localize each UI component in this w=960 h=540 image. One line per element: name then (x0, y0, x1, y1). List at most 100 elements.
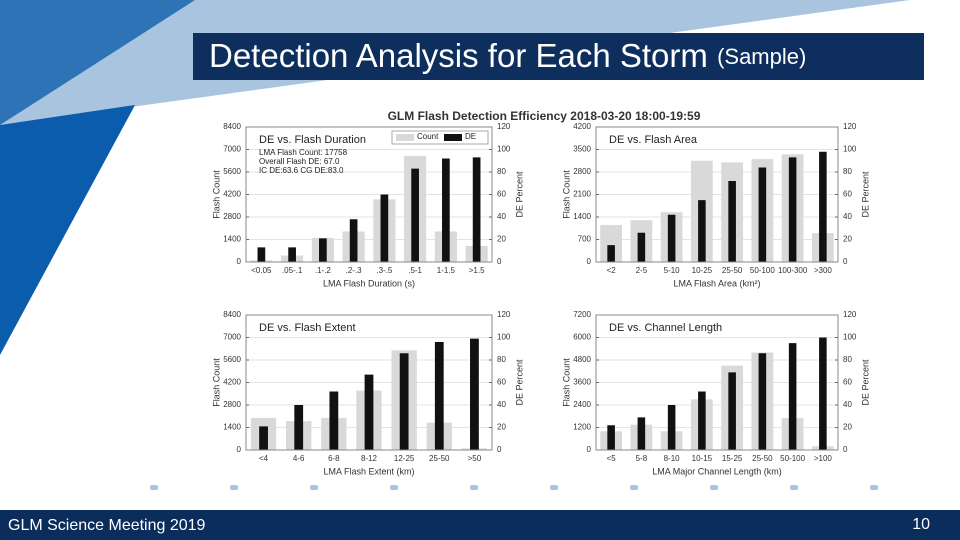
x-tick-label: 25-50 (429, 454, 450, 463)
bar (819, 337, 827, 450)
decor-band (0, 105, 135, 355)
y-tick-label: 0 (587, 257, 592, 266)
y2-tick-label: 120 (497, 122, 511, 131)
y2-tick-label: 20 (497, 235, 506, 244)
x-tick-label: <0.05 (251, 266, 272, 275)
plot-frame (595, 126, 839, 263)
y2-tick-label: 0 (843, 257, 848, 266)
y-tick-label: 0 (237, 445, 242, 454)
footer-bar (0, 510, 960, 540)
x-tick-label: >50 (468, 454, 482, 463)
x-tick-label: 8-10 (664, 454, 681, 463)
y-tick-label: 2800 (573, 167, 591, 176)
y-tick-label: 6000 (573, 333, 591, 342)
y-tick-label: 4800 (573, 355, 591, 364)
y2-tick-label: 100 (843, 145, 857, 154)
footer-text: GLM Science Meeting 2019 (8, 517, 206, 534)
x-axis-label: LMA Flash Area (km²) (673, 278, 760, 288)
y2-tick-label: 40 (497, 400, 506, 409)
y2-tick-label: 60 (843, 190, 852, 199)
y-tick-label: 2800 (223, 400, 241, 409)
y-tick-label: 7000 (223, 333, 241, 342)
y2-tick-label: 100 (497, 145, 511, 154)
page-number: 10 (912, 516, 930, 533)
x-tick-label: .1-.2 (315, 266, 332, 275)
y2-tick-label: 100 (843, 333, 857, 342)
y2-tick-label: 0 (497, 445, 502, 454)
bar (728, 181, 736, 262)
y2-tick-label: 40 (843, 212, 852, 221)
y-tick-label: 2400 (573, 400, 591, 409)
decor-dot (710, 485, 718, 490)
x-axis-label: LMA Major Channel Length (km) (652, 466, 782, 476)
decor-dot (470, 485, 478, 490)
y-tick-label: 2800 (223, 212, 241, 221)
x-tick-label: 5-8 (636, 454, 648, 463)
y2-tick-label: 80 (843, 355, 852, 364)
x-tick-label: <4 (259, 454, 269, 463)
x-tick-label: >1.5 (469, 266, 485, 275)
y-tick-label: 4200 (573, 122, 591, 131)
x-tick-label: 12-25 (394, 454, 415, 463)
x-tick-label: 1-1.5 (437, 266, 456, 275)
bar (667, 214, 676, 262)
x-tick-label: >300 (814, 266, 833, 275)
x-tick-label: 6-8 (328, 454, 340, 463)
y-tick-label: 4200 (223, 190, 241, 199)
y-axis-label: Flash Count (211, 358, 221, 407)
bar (607, 245, 615, 262)
y-tick-label: 0 (237, 257, 242, 266)
x-tick-label: 25-50 (752, 454, 773, 463)
x-tick-label: 25-50 (722, 266, 743, 275)
y2-tick-label: 120 (843, 122, 857, 131)
y-tick-label: 1400 (223, 423, 241, 432)
chart-title: DE vs. Flash Area (609, 134, 698, 146)
y2-tick-label: 60 (497, 190, 506, 199)
chart-title: DE vs. Flash Extent (259, 322, 356, 334)
bar (288, 247, 296, 262)
slide-title: Detection Analysis for Each Storm (Sampl… (209, 37, 806, 74)
y-tick-label: 4200 (223, 378, 241, 387)
decor-dot (150, 485, 158, 490)
y-tick-label: 3500 (573, 145, 591, 154)
y-tick-label: 1200 (573, 423, 591, 432)
decor-dot (550, 485, 558, 490)
bar (434, 342, 444, 450)
y-tick-label: 1400 (573, 212, 591, 221)
bar (788, 343, 797, 450)
y2-axis-label: DE Percent (860, 359, 870, 406)
y2-axis-label: DE Percent (514, 171, 524, 218)
x-axis-label: LMA Flash Extent (km) (323, 466, 414, 476)
legend-swatch (444, 134, 462, 141)
y-tick-label: 700 (578, 235, 592, 244)
bar (380, 194, 389, 262)
y2-tick-label: 20 (497, 423, 506, 432)
annotation: LMA Flash Count: 17758 (259, 148, 348, 157)
y-tick-label: 8400 (223, 122, 241, 131)
y2-tick-label: 80 (497, 355, 506, 364)
x-tick-label: 15-25 (722, 454, 743, 463)
bar (364, 374, 374, 450)
bar (399, 353, 409, 450)
annotation: IC DE:63.6 CG DE:83.0 (259, 166, 344, 175)
bar (600, 225, 623, 262)
x-tick-label: <5 (607, 454, 617, 463)
x-tick-label: 8-12 (361, 454, 378, 463)
y-tick-label: 7200 (573, 310, 591, 319)
legend-swatch (396, 134, 414, 141)
decor-dots (150, 485, 878, 490)
y2-tick-label: 60 (497, 378, 506, 387)
y2-tick-label: 120 (843, 310, 857, 319)
y2-tick-label: 120 (497, 310, 511, 319)
y2-axis-label: DE Percent (860, 171, 870, 218)
bar (349, 219, 358, 262)
slide-title-main: Detection Analysis for Each Storm (209, 37, 708, 74)
title-box (193, 33, 924, 80)
bar (637, 417, 646, 450)
y-axis-label: Flash Count (561, 170, 571, 219)
y2-tick-label: 40 (843, 400, 852, 409)
decor-dot (790, 485, 798, 490)
plot-frame (245, 314, 493, 451)
y-axis-label: Flash Count (561, 358, 571, 407)
